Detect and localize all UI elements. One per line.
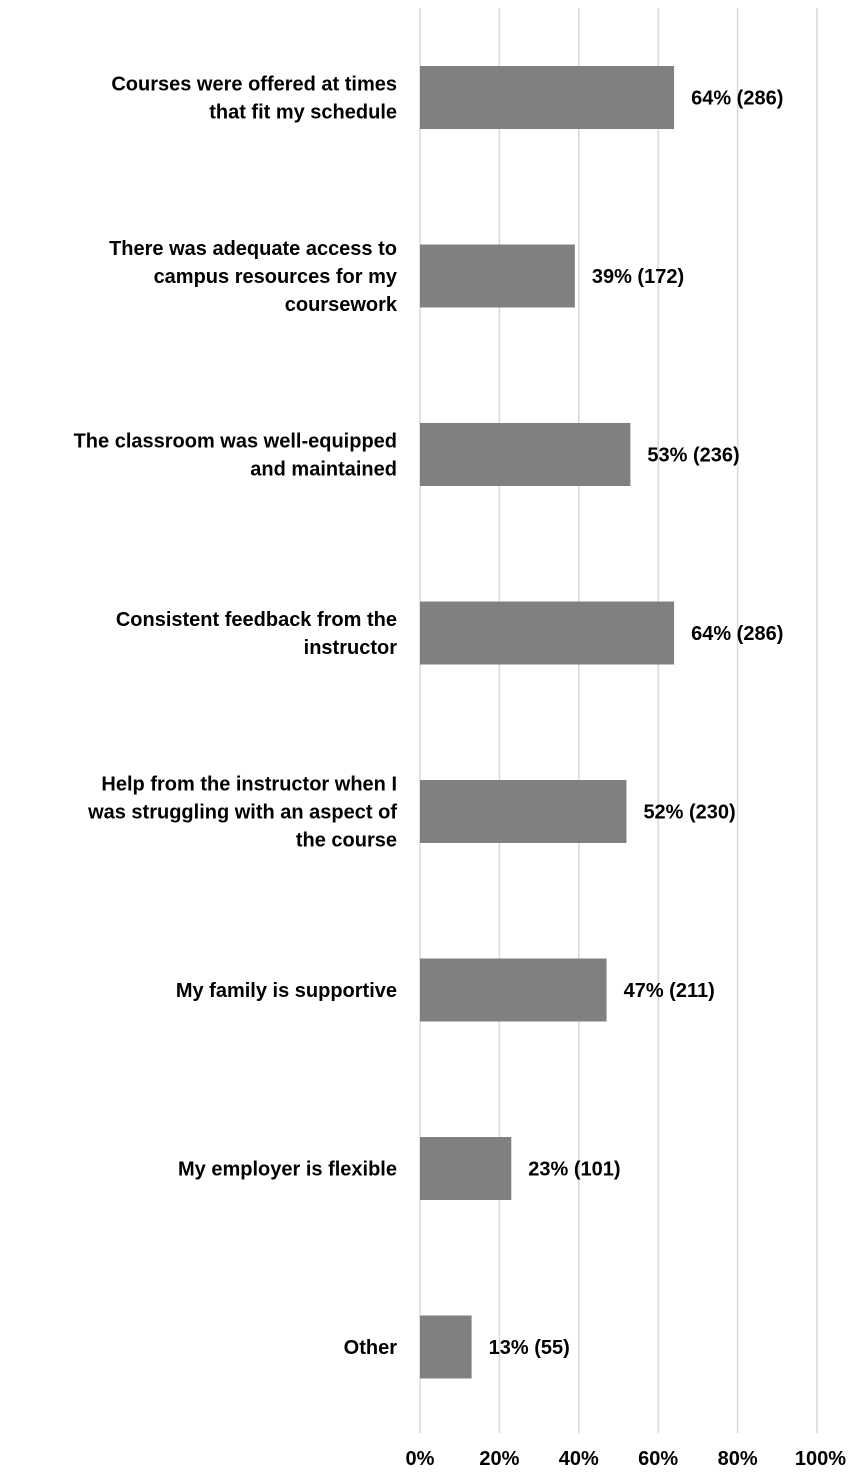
category-label-2-line-0: The classroom was well-equipped (74, 431, 397, 453)
data-labels: 64% (286) 39% (172) 53% (236) 64% (286) 52% … (489, 88, 784, 1360)
x-tick-label-1: 20% (479, 1448, 519, 1470)
bar-2 (420, 423, 631, 486)
bars (420, 66, 675, 1379)
category-label-7-line-0: Other (344, 1337, 398, 1359)
category-label-0-line-0: Courses were offered at times (111, 74, 397, 96)
category-label-1-line-0: There was adequate access to (109, 238, 397, 260)
category-label-1-line-1: campus resources for my (154, 266, 398, 288)
x-tick-label-4: 80% (718, 1448, 758, 1470)
bar-1 (420, 244, 575, 308)
category-label-1: There was adequate access to campus resou… (109, 238, 398, 316)
x-tick-label-5: 100% (795, 1448, 846, 1470)
gridlines (419, 8, 818, 1433)
x-tick-label-2: 40% (559, 1448, 599, 1470)
data-label-4: 52% (230) (643, 802, 735, 824)
bar-4 (420, 780, 627, 843)
bar-7 (420, 1315, 472, 1379)
data-label-2: 53% (236) (647, 445, 739, 467)
category-label-4-line-1: was struggling with an aspect of (87, 802, 397, 824)
category-label-6: My employer is flexible (178, 1159, 397, 1181)
x-tick-label-3: 60% (638, 1448, 678, 1470)
data-label-0: 64% (286) (691, 88, 783, 110)
category-label-2-line-1: and maintained (250, 459, 397, 481)
category-label-4-line-2: the course (296, 830, 397, 852)
category-label-3-line-0: Consistent feedback from the (116, 609, 397, 631)
category-label-5: My family is supportive (176, 980, 397, 1002)
category-labels: Courses were offered at times that fit my… (74, 74, 398, 1360)
data-label-7: 13% (55) (489, 1337, 570, 1359)
category-label-5-line-0: My family is supportive (176, 980, 397, 1002)
bar-6 (420, 1137, 512, 1200)
category-label-3: Consistent feedback from the instructor (116, 609, 397, 659)
category-label-2: The classroom was well-equipped and maint… (74, 431, 397, 481)
data-label-6: 23% (101) (528, 1159, 620, 1181)
category-label-4-line-0: Help from the instructor when I (101, 774, 397, 796)
category-label-1-line-2: coursework (285, 294, 398, 316)
data-label-5: 47% (211) (624, 980, 715, 1002)
category-label-7: Other (344, 1337, 398, 1359)
category-label-0-line-1: that fit my schedule (209, 102, 397, 124)
category-label-3-line-1: instructor (304, 637, 398, 659)
data-label-3: 64% (286) (691, 623, 783, 645)
x-tick-label-0: 0% (406, 1448, 435, 1470)
bar-5 (420, 958, 607, 1022)
bar-3 (420, 601, 675, 665)
category-label-4: Help from the instructor when I was strug… (87, 774, 397, 852)
category-label-0: Courses were offered at times that fit my… (111, 74, 397, 124)
data-label-1: 39% (172) (592, 266, 684, 288)
bar-0 (420, 66, 675, 129)
category-label-6-line-0: My employer is flexible (178, 1159, 397, 1181)
x-axis-tick-labels: 0% 20% 40% 60% 80% 100% (406, 1448, 847, 1470)
